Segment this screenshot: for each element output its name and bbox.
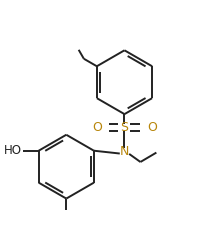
Text: S: S [121, 121, 129, 134]
Text: HO: HO [4, 144, 22, 157]
Text: O: O [147, 121, 157, 134]
Text: N: N [120, 145, 129, 158]
Text: O: O [92, 121, 102, 134]
